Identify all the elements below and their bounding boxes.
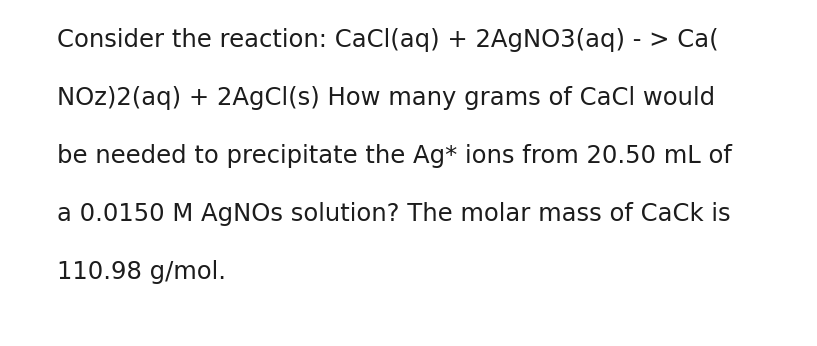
Text: a 0.0150 M AgNOs solution? The molar mass of CaCk is: a 0.0150 M AgNOs solution? The molar mas… xyxy=(57,202,730,226)
Text: NOz)2(aq) + 2AgCl(s) How many grams of CaCl would: NOz)2(aq) + 2AgCl(s) How many grams of C… xyxy=(57,86,715,110)
Text: Consider the reaction: CaCl(aq) + 2AgNO3(aq) - > Ca(: Consider the reaction: CaCl(aq) + 2AgNO3… xyxy=(57,28,719,52)
Text: 110.98 g/mol.: 110.98 g/mol. xyxy=(57,260,226,284)
Text: be needed to precipitate the Ag* ions from 20.50 mL of: be needed to precipitate the Ag* ions fr… xyxy=(57,144,732,168)
